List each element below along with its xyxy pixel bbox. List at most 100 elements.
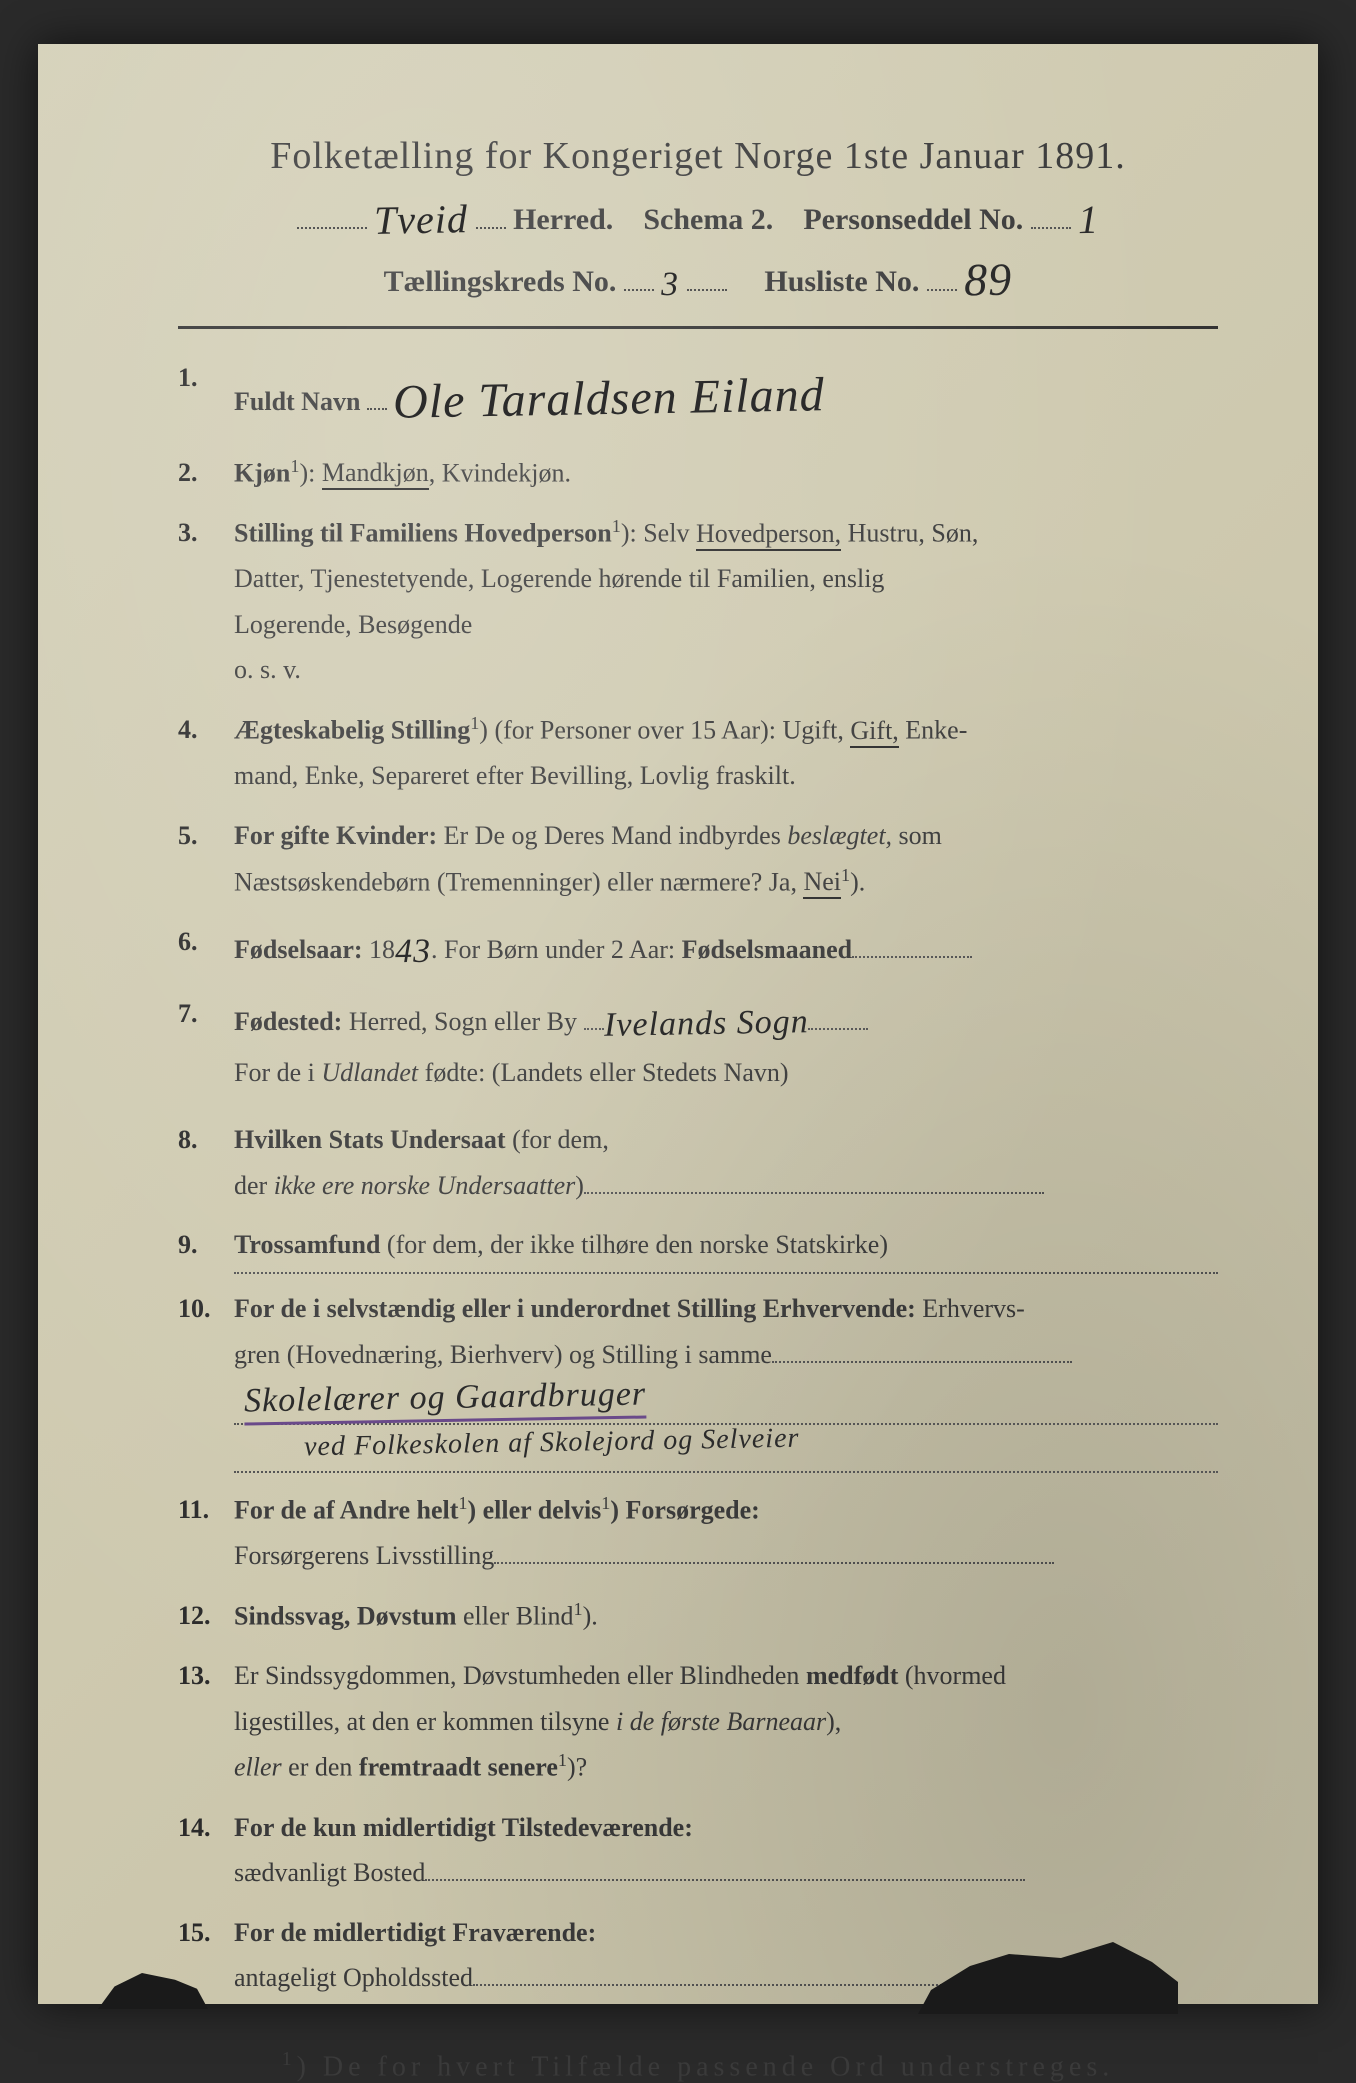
sup: 1: [290, 456, 299, 476]
text: )?: [567, 1753, 587, 1782]
item-14: 14. For de kun midlertidigt Tilstedevære…: [178, 1807, 1218, 1849]
text: som: [892, 821, 942, 850]
item-number: 1.: [178, 357, 234, 399]
item-number: 8.: [178, 1119, 234, 1161]
underlined-option: Nei: [803, 867, 841, 899]
item-body: Kjøn1): Mandkjøn, Kvindekjøn.: [234, 452, 1218, 494]
footnote-text: ) De for hvert Tilfælde passende Ord und…: [297, 2051, 1115, 2082]
item-body: For de kun midlertidigt Tilstedeværende:: [234, 1807, 1218, 1849]
item-12: 12. Sindssvag, Døvstum eller Blind1).: [178, 1595, 1218, 1637]
occupation-handwritten-1: Skolelærer og Gaardbruger: [244, 1376, 647, 1426]
item-11: 11. For de af Andre helt1) eller delvis1…: [178, 1489, 1218, 1531]
text: (for dem, der ikke tilhøre den norske St…: [380, 1230, 888, 1259]
item-10-hw-line-2: ved Folkeskolen af Skolejord og Selveier: [234, 1429, 1218, 1473]
item-label: Hvilken Stats Undersaat: [234, 1125, 506, 1154]
birthplace-handwritten: Ivelands Sogn: [603, 995, 809, 1053]
dotfill: [476, 205, 506, 229]
item-number: 9.: [178, 1224, 234, 1266]
item-3-cont3: o. s. v.: [178, 649, 1218, 691]
item-number: 6.: [178, 921, 234, 963]
bold-text: fremtraadt senere: [359, 1753, 558, 1782]
underlined-option: Gift,: [850, 716, 898, 748]
item-3: 3. Stilling til Familiens Hovedperson1):…: [178, 512, 1218, 554]
text: Hustru, Søn,: [841, 519, 978, 548]
bold-text: medfødt: [806, 1661, 898, 1690]
text: ),: [826, 1707, 841, 1736]
herred-label: Herred.: [513, 203, 613, 236]
italic-text: eller: [234, 1753, 282, 1782]
item-14-cont1: sædvanligt Bosted: [178, 1852, 1218, 1894]
text: Enke-: [899, 716, 968, 745]
prefix: 18: [363, 935, 396, 964]
item-body: Er Sindssygdommen, Døvstumheden eller Bl…: [234, 1655, 1218, 1697]
item-label: Sindssvag, Døvstum: [234, 1602, 457, 1631]
text: (hvormed: [898, 1661, 1006, 1690]
name-handwritten: Ole Taraldsen Eiland: [393, 357, 826, 441]
dotfill: [297, 205, 367, 229]
occupation-handwritten-2: ved Folkeskolen af Skolejord og Selveier: [304, 1423, 800, 1464]
sup: 1: [558, 1750, 567, 1770]
footnote: 1) De for hvert Tilfælde passende Ord un…: [178, 2049, 1218, 2083]
text: (for dem,: [506, 1125, 609, 1154]
italic-text: ikke ere norske Undersaatter: [274, 1171, 576, 1200]
item-number: 2.: [178, 452, 234, 494]
item-number: 4.: [178, 709, 234, 751]
kreds-handwritten: 3: [661, 266, 680, 304]
item-3-cont2: Logerende, Besøgende: [178, 604, 1218, 646]
text: Forsørgerens Livsstilling: [234, 1541, 494, 1570]
item-label: For gifte Kvinder:: [234, 821, 437, 850]
item-6: 6. Fødselsaar: 1843. For Børn under 2 Aa…: [178, 921, 1218, 975]
item-11-cont1: Forsørgerens Livsstilling: [178, 1535, 1218, 1577]
text: ) (for Personer over 15 Aar): Ugift,: [479, 716, 850, 745]
personseddel-label: Personseddel No.: [803, 203, 1023, 236]
item-body: Fødested: Herred, Sogn eller By Ivelands…: [234, 993, 1218, 1047]
item-body: Hvilken Stats Undersaat (for dem,: [234, 1119, 1218, 1161]
item-4: 4. Ægteskabelig Stilling1) (for Personer…: [178, 709, 1218, 751]
sup: 1: [841, 865, 850, 885]
item-label: Fødested:: [234, 1007, 342, 1036]
sup: 1: [470, 713, 479, 733]
item-9: 9. Trossamfund (for dem, der ikke tilhør…: [178, 1224, 1218, 1266]
item-body: For de i selvstændig eller i underordnet…: [234, 1288, 1218, 1330]
dotted-rule: [234, 1272, 1218, 1274]
item-number: 12.: [178, 1595, 234, 1637]
item-label: Fuldt Navn: [234, 387, 360, 416]
text: Næstsøskendebørn (Tremenninger) eller næ…: [234, 867, 803, 896]
text: ): [575, 1171, 584, 1200]
kreds-label: Tællingskreds No.: [384, 265, 617, 298]
dotted-line: [772, 1341, 1072, 1363]
item-1: 1. Fuldt Navn Ole Taraldsen Eiland: [178, 357, 1218, 434]
item-label: For de kun midlertidigt Tilstedeværende:: [234, 1813, 693, 1842]
title-text: Folketælling for Kongeriget Norge 1ste J…: [270, 135, 1126, 177]
text: eller Blind: [457, 1602, 574, 1631]
item-number: 7.: [178, 993, 234, 1035]
dotfill: [624, 267, 654, 291]
item-body: For de af Andre helt1) eller delvis1) Fo…: [234, 1489, 1218, 1531]
italic-text: beslægtet,: [787, 821, 892, 850]
text: Herred, Sogn eller By: [342, 1007, 583, 1036]
item-8-cont1: der ikke ere norske Undersaatter): [178, 1165, 1218, 1207]
item-body: For de midlertidigt Fraværende:: [234, 1912, 1218, 1954]
dotted-line: [808, 1008, 868, 1030]
item-13-cont2: eller er den fremtraadt senere1)?: [178, 1746, 1218, 1788]
item-label: Trossamfund: [234, 1230, 380, 1259]
text: er den: [282, 1753, 359, 1782]
personseddel-handwritten: 1: [1078, 196, 1100, 243]
item-15: 15. For de midlertidigt Fraværende:: [178, 1912, 1218, 1954]
item-number: 11.: [178, 1489, 234, 1531]
item-10-cont1: gren (Hovednæring, Bierhverv) og Stillin…: [178, 1334, 1218, 1376]
item-5: 5. For gifte Kvinder: Er De og Deres Man…: [178, 815, 1218, 857]
dotted-line: [584, 1172, 1044, 1194]
text: ligestilles, at den er kommen tilsyne: [234, 1707, 616, 1736]
item-label: For de i selvstændig eller i underordnet…: [234, 1294, 916, 1323]
census-form-page: Folketælling for Kongeriget Norge 1ste J…: [38, 44, 1318, 2004]
text: fødte: (Landets eller Stedets Navn): [418, 1058, 788, 1087]
item-13: 13. Er Sindssygdommen, Døvstumheden elle…: [178, 1655, 1218, 1697]
form-title: Folketælling for Kongeriget Norge 1ste J…: [178, 134, 1218, 178]
dotted-line: [425, 1859, 1025, 1881]
text: antageligt Opholdssted: [234, 1963, 473, 1992]
text: gren (Hovednæring, Bierhverv) og Stillin…: [234, 1340, 772, 1369]
item-body: For gifte Kvinder: Er De og Deres Mand i…: [234, 815, 1218, 857]
text: der: [234, 1171, 274, 1200]
text: ).: [850, 867, 865, 896]
